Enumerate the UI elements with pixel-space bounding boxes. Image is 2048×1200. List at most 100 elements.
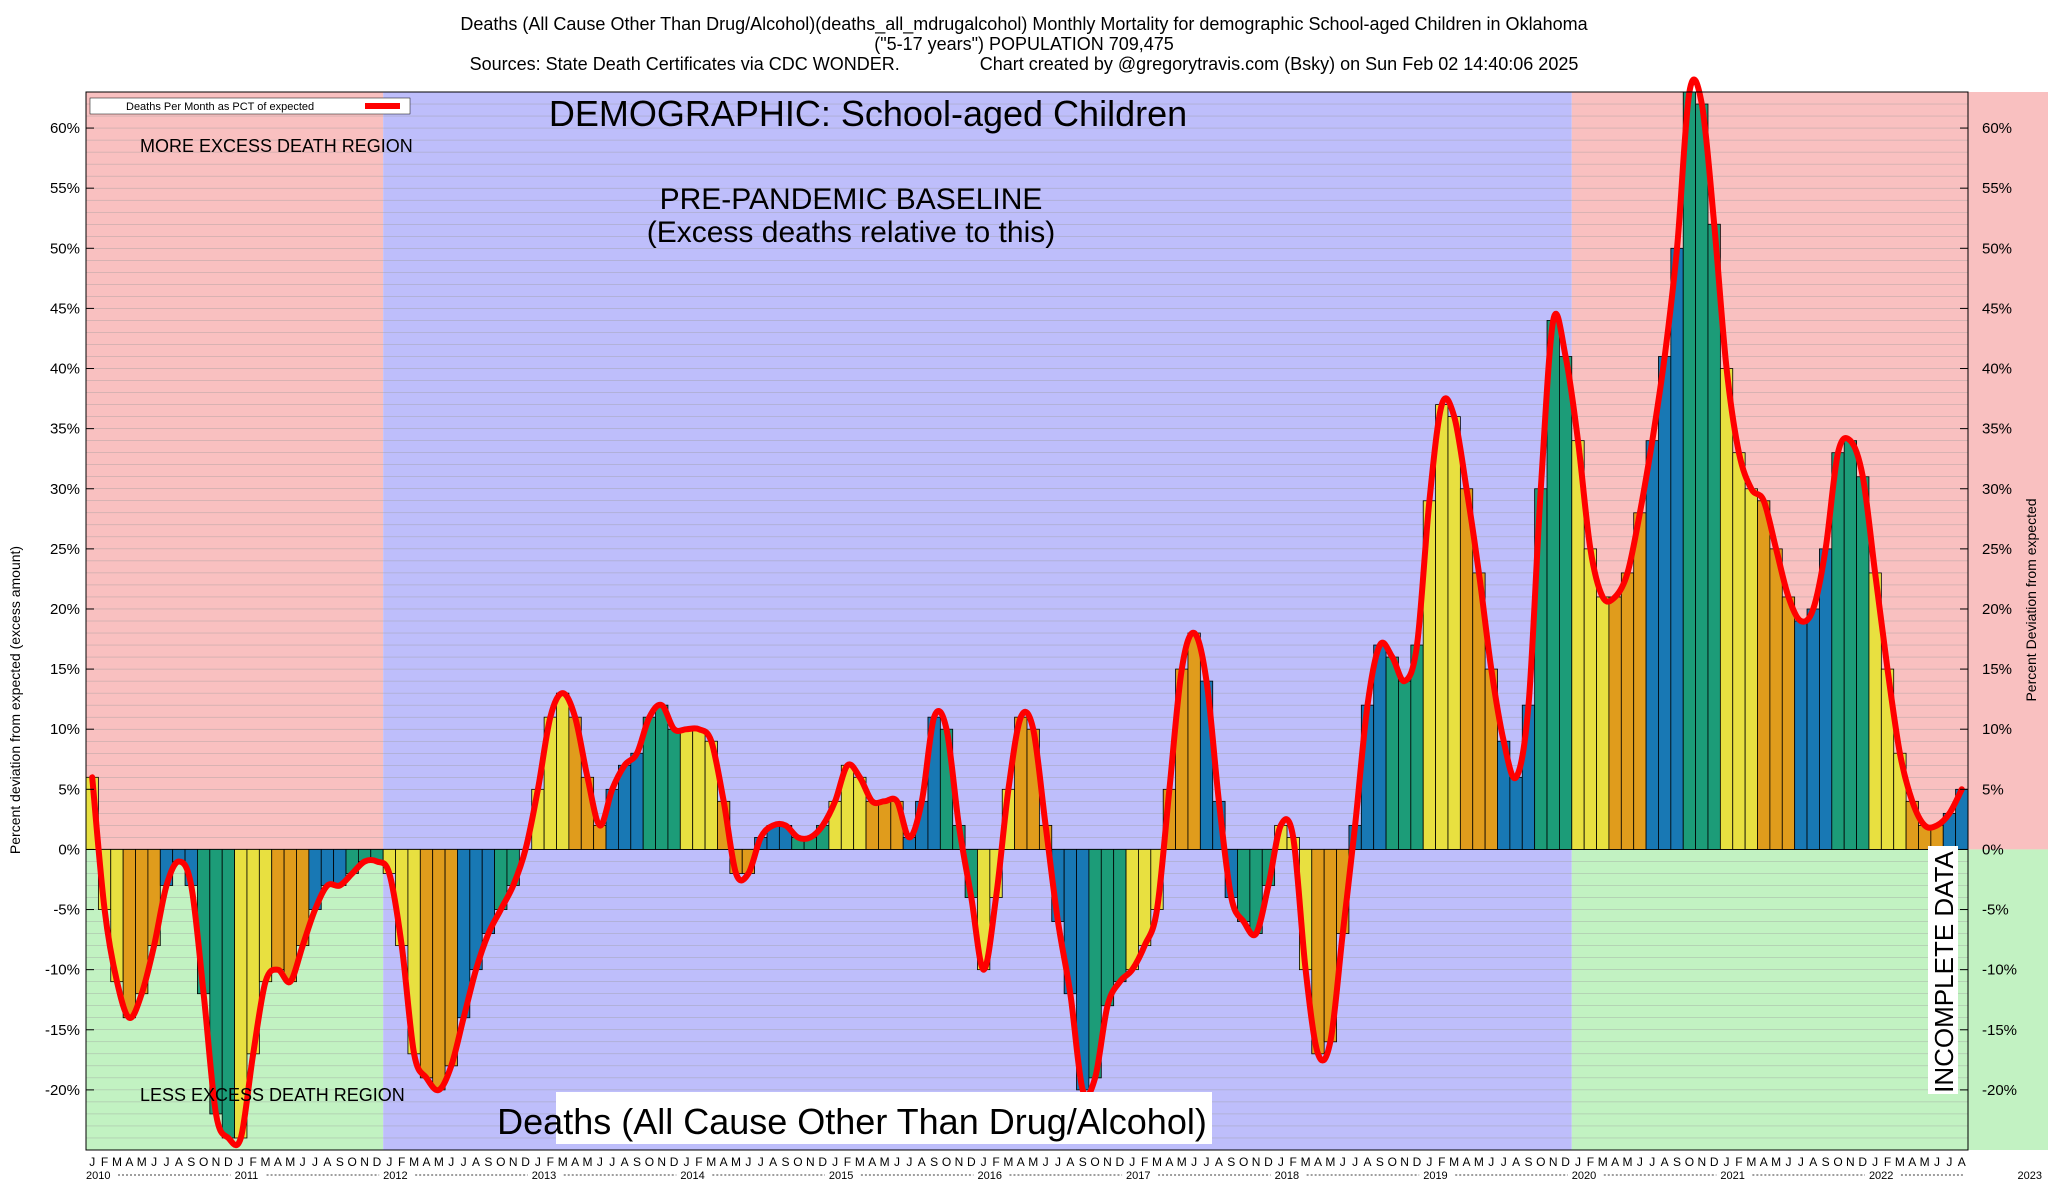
y-tick-label-left: -10% [45,962,80,979]
y-tick-label-left: 55% [50,180,80,197]
grid-lines [86,91,1968,1151]
x-tick-year-label: 2023 [2018,1170,2042,1182]
y-tick-label-left: -15% [45,1022,80,1039]
x-tick-month-label: J [89,1155,95,1169]
x-tick-month-label: M [1028,1155,1038,1169]
x-tick-month-label: J [312,1155,318,1169]
x-tick-month-label: N [1846,1155,1855,1169]
bar [667,728,681,850]
demographic-label: DEMOGRAPHIC: School-aged Children [549,93,1187,134]
incomplete-label-background [1928,846,1958,1094]
bar [1819,548,1833,850]
x-tick-month-label: M [1301,1155,1311,1169]
bar [444,849,458,1067]
y-tick-label-right: 20% [1982,601,2012,618]
x-tick-month-label: N [212,1155,221,1169]
x-tick-month-label: N [657,1155,666,1169]
y-tick-label-left: 50% [50,240,80,257]
x-tick-month-label: M [582,1155,592,1169]
bar [1125,849,1139,971]
x-tick-month-label: J [745,1155,751,1169]
x-tick-month-label: S [633,1155,641,1169]
x-tick-month-label: N [509,1155,518,1169]
x-tick-month-label: M [137,1155,147,1169]
x-tick-month-label: J [1575,1155,1581,1169]
bar [1769,548,1783,850]
y-tick-label-right: 0% [1982,841,2004,858]
x-tick-month-label: F [547,1155,554,1169]
legend-box [89,97,411,115]
y-tick-label-right: -10% [1982,962,2017,979]
x-tick-month-label: J [1724,1155,1730,1169]
x-tick-month-label: A [1958,1155,1966,1169]
x-tick-month-label: J [461,1155,467,1169]
bar [1831,452,1845,850]
x-tick-month-label: D [1710,1155,1719,1169]
bar [283,849,297,983]
y-tick-label-right: 55% [1982,180,2012,197]
baseline-sublabel: (Excess deaths relative to this) [647,216,1056,249]
y-axis-label-left: Percent deviation from expected (excess … [7,546,23,854]
chart-title: Deaths (All Cause Other Than Drug/Alcoho… [460,14,1588,34]
x-tick-month-label: J [1340,1155,1346,1169]
x-tick-year-label: 2020 [1572,1170,1596,1182]
x-tick-month-label: S [1376,1155,1384,1169]
y-tick-label-left: 30% [50,481,80,498]
x-tick-month-label: O [942,1155,951,1169]
x-tick-month-label: J [448,1155,454,1169]
x-tick-month-label: J [1934,1155,1940,1169]
bar [865,800,879,850]
x-tick-month-label: M [731,1155,741,1169]
x-tick-month-label: S [1673,1155,1681,1169]
x-tick-month-label: A [1363,1155,1371,1169]
x-tick-year-label: 2014 [680,1170,704,1182]
pct-of-expected-line [89,76,1965,1149]
x-tick-month-label: D [373,1155,382,1169]
x-tick-month-label: S [1227,1155,1235,1169]
x-tick-month-label: J [597,1155,603,1169]
bar [320,849,335,886]
x-tick-year-label: 2017 [1126,1170,1150,1182]
y-tick-label-right: 60% [1982,120,2012,137]
x-tick-month-label: M [434,1155,444,1169]
x-tick-month-label: J [1798,1155,1804,1169]
x-tick-month-label: S [187,1155,195,1169]
x-tick-month-label: J [1204,1155,1210,1169]
x-tick-month-label: J [832,1155,838,1169]
x-tick-month-label: N [1400,1155,1409,1169]
bar [556,692,570,850]
y-tick-label-left: 20% [50,601,80,618]
x-tick-month-label: O [1536,1155,1545,1169]
y-tick-label-left: 5% [58,781,80,798]
x-tick-month-label: S [1822,1155,1830,1169]
bar [1447,416,1461,850]
x-tick-month-label: O [1090,1155,1099,1169]
x-tick-month-label: F [844,1155,851,1169]
x-tick-month-label: A [769,1155,777,1169]
baseline-label: PRE-PANDEMIC BASELINE [660,183,1043,216]
x-tick-month-label: M [1325,1155,1335,1169]
y-tick-label-right: -5% [1982,902,2009,919]
bar [419,849,434,1079]
x-tick-month-label: J [1191,1155,1197,1169]
x-tick-month-label: A [472,1155,480,1169]
bar [1744,488,1758,850]
bar [1856,476,1870,850]
x-tick-month-label: A [125,1155,133,1169]
x-tick-month-label: F [695,1155,702,1169]
bar [1695,103,1709,850]
x-tick-month-label: J [1352,1155,1358,1169]
x-tick-month-label: M [285,1155,295,1169]
x-tick-month-label: D [1264,1155,1273,1169]
x-tick-month-label: O [1685,1155,1694,1169]
chart-source-line: Sources: State Death Certificates via CD… [469,54,1579,74]
x-tick-month-label: J [758,1155,764,1169]
chart-title-block: Deaths (All Cause Other Than Drug/Alcoho… [0,14,2048,74]
x-tick-month-label: M [1449,1155,1459,1169]
bar [1509,776,1523,850]
bar [692,728,706,850]
x-tick-month-label: O [199,1155,208,1169]
axes: -20% -20% -15% -15% -10% -10% -5% -5% 0% 0% 5% 5% 10… [45,91,2042,1182]
bar [655,704,669,850]
x-tick-month-label: M [1152,1155,1162,1169]
